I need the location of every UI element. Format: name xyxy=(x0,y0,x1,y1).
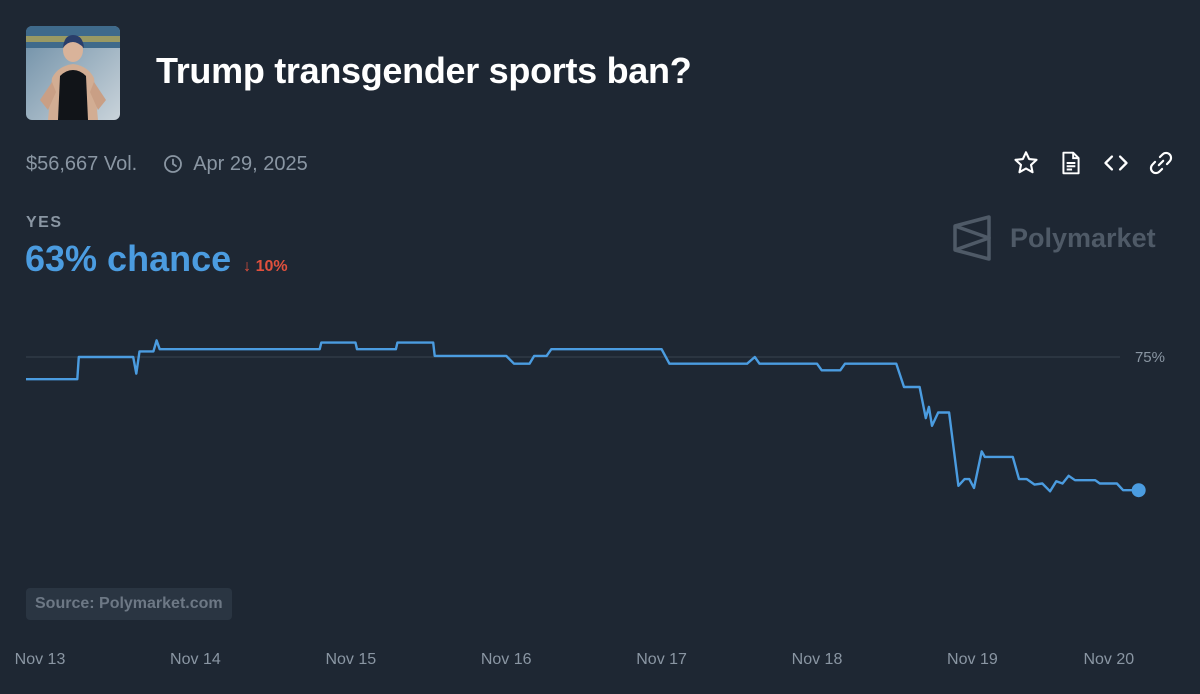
price-line xyxy=(26,339,1139,493)
y-tick-label: 75% xyxy=(1135,349,1165,366)
polymarket-watermark: Polymarket xyxy=(952,214,1156,262)
end-date-text: Apr 29, 2025 xyxy=(193,152,308,175)
document-icon[interactable] xyxy=(1056,148,1086,178)
x-tick-label: Nov 20 xyxy=(1083,651,1134,668)
x-tick-label: Nov 16 xyxy=(481,651,532,668)
market-meta: $56,667 Vol. Apr 29, 2025 xyxy=(26,151,308,177)
volume-text: $56,667 Vol. xyxy=(26,152,138,175)
latest-price-dot xyxy=(1131,483,1146,498)
source-label: Source: Polymarket.com xyxy=(26,588,232,620)
x-tick-label: Nov 13 xyxy=(15,651,66,668)
brand-name: Polymarket xyxy=(1010,222,1156,253)
x-tick-label: Nov 14 xyxy=(170,651,221,668)
x-tick-label: Nov 19 xyxy=(947,651,998,668)
market-title: Trump transgender sports ban? xyxy=(156,50,692,91)
chance-value: 63% chance xyxy=(25,238,232,279)
polymarket-logo-icon xyxy=(953,215,991,261)
chance-change: ↓ 10% xyxy=(243,258,288,275)
swimmer-photo-icon xyxy=(26,26,120,120)
market-thumbnail xyxy=(26,26,120,120)
code-icon[interactable] xyxy=(1101,148,1131,178)
outcome-label: YES xyxy=(26,214,63,231)
star-icon[interactable] xyxy=(1011,148,1041,178)
x-tick-label: Nov 15 xyxy=(325,651,376,668)
chance-summary: 63% chance ↓ 10% xyxy=(25,238,288,280)
action-bar xyxy=(996,148,1176,178)
link-icon[interactable] xyxy=(1146,148,1176,178)
x-tick-label: Nov 17 xyxy=(636,651,687,668)
clock-icon xyxy=(163,154,183,174)
x-tick-label: Nov 18 xyxy=(792,651,843,668)
